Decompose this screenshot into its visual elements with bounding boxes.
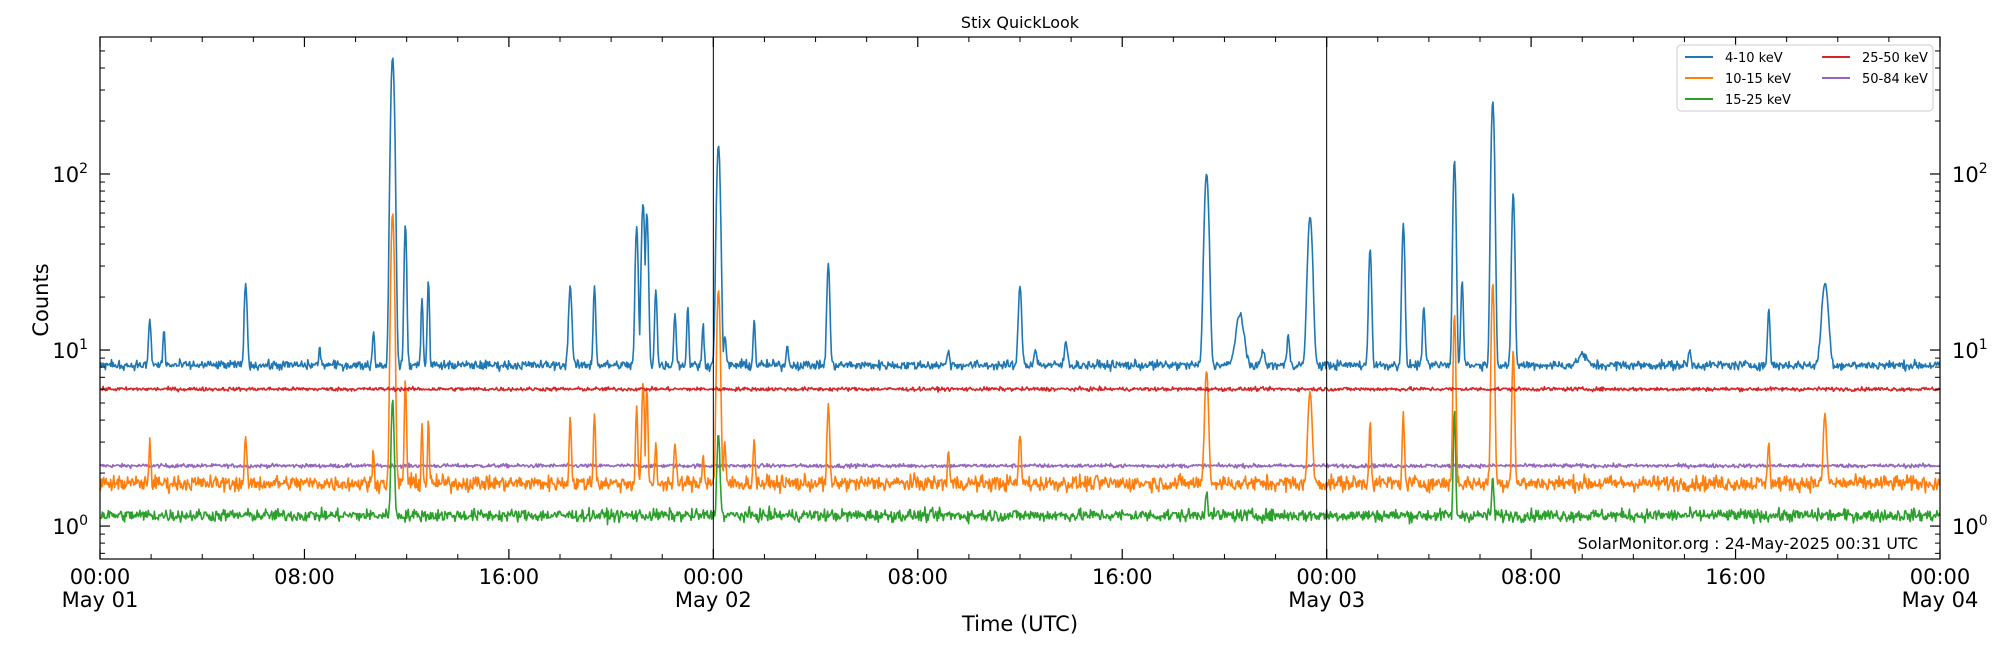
series-line-10-15-kev [100, 213, 1940, 495]
series-layer [100, 57, 1940, 526]
chart-title: Stix QuickLook [961, 13, 1080, 32]
y-tick-label: 102 [52, 161, 88, 187]
x-tick-label-time: 16:00 [1092, 565, 1153, 589]
legend-label: 25-50 keV [1862, 51, 1928, 66]
x-tick-label-time: 00:00 [1296, 565, 1357, 589]
legend: 4-10 keV 10-15 keV 15-25 keV 25-50 keV 50-84… [1676, 44, 1934, 112]
x-tick-label-time: 00:00 [70, 565, 131, 589]
x-tick-label-time: 00:00 [683, 565, 744, 589]
y-tick-label-right: 102 [1952, 161, 1988, 187]
y-tick-label: 100 [52, 513, 88, 539]
x-tick-label-date: May 02 [675, 588, 752, 612]
x-tick-label-time: 08:00 [274, 565, 335, 589]
x-tick-label-time: 16:00 [1705, 565, 1766, 589]
day-separators [712, 37, 1328, 559]
x-tick-label-time: 16:00 [479, 565, 540, 589]
legend-label: 10-15 keV [1725, 72, 1791, 87]
credit-text: SolarMonitor.org : 24-May-2025 00:31 UTC [1578, 534, 1918, 553]
series-line-4-10-kev [100, 57, 1940, 373]
y-axis-title: Counts [29, 263, 53, 336]
x-tick-label-time: 08:00 [888, 565, 949, 589]
y-tick-label-right: 100 [1952, 513, 1988, 539]
legend-label: 15-25 keV [1725, 93, 1791, 108]
series-line-15-25-kev [100, 399, 1940, 526]
x-tick-label-time: 00:00 [1910, 565, 1971, 589]
x-tick-label-date: May 03 [1288, 588, 1365, 612]
y-tick-label-right: 101 [1952, 337, 1988, 363]
x-tick-label-date: May 01 [62, 588, 139, 612]
legend-label: 4-10 keV [1725, 51, 1783, 66]
y-tick-label: 101 [52, 337, 88, 363]
x-tick-label-date: May 04 [1902, 588, 1979, 612]
legend-label: 50-84 keV [1862, 72, 1928, 87]
x-axis-title: Time (UTC) [961, 612, 1078, 636]
series-line-25-50-kev [100, 385, 1940, 393]
series-line-50-84-kev [100, 462, 1940, 470]
legend-box [1676, 44, 1934, 112]
x-tick-label-time: 08:00 [1501, 565, 1562, 589]
